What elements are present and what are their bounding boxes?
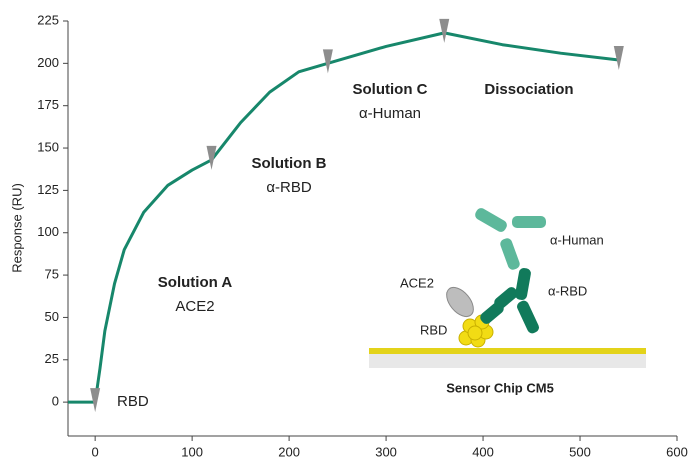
y-axis-label: Response (RU) [9,183,24,273]
diagram-label: α-Human [550,232,604,247]
y-tick-label: 125 [37,182,59,197]
y-tick-label: 175 [37,97,59,112]
x-tick-label: 300 [375,444,397,459]
injection-marker [322,49,333,74]
x-tick-label: 200 [278,444,300,459]
y-tick-label: 225 [37,12,59,27]
ace2-shape [446,286,474,318]
x-tick-label: 0 [92,444,99,459]
injection-marker [90,388,101,413]
alpha-human-antibody [475,208,546,270]
diagram-chip-label: Sensor Chip CM5 [446,380,554,395]
injection-marker [439,18,450,43]
diagram: α-Human α-RBD ACE2 RBD Sensor Chip CM5 [369,208,646,395]
injection-marker [206,145,217,170]
x-tick-label: 600 [666,444,688,459]
y-tick-label: 75 [45,267,59,282]
y-tick-label: 150 [37,139,59,154]
y-tick-label: 25 [45,351,59,366]
x-tick-label: 100 [181,444,203,459]
y-tick-label: 0 [52,394,59,409]
annotation-title: Solution B [252,155,327,172]
y-tick-label: 200 [37,55,59,70]
annotation-title: Solution C [353,81,428,98]
diagram-label: ACE2 [400,275,434,290]
y-tick-label: 50 [45,309,59,324]
alpha-rbd-antibody [480,267,539,334]
injection-marker [613,45,624,70]
x-tick-label: 500 [569,444,591,459]
x-tick-label: 400 [472,444,494,459]
annotation-text: α-RBD [266,179,312,196]
annotation-text: ACE2 [175,298,214,315]
annotation-title: Solution A [158,274,233,291]
diagram-label: RBD [420,322,447,337]
y-tick-label: 100 [37,224,59,239]
annotation-text: α-Human [359,105,421,122]
diagram-label: α-RBD [548,283,587,298]
annotation-title: Dissociation [484,81,573,98]
annotation-text: RBD [117,393,149,410]
chip-surface [369,348,646,354]
chip-base [369,353,646,368]
